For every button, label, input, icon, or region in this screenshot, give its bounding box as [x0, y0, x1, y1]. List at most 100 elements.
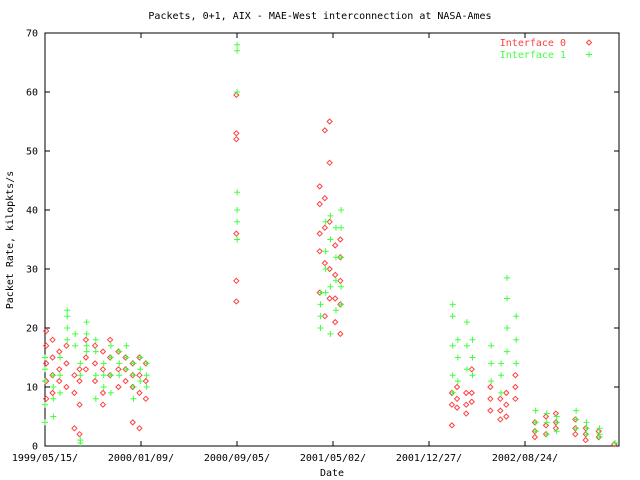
data-point-interface-1 — [83, 342, 90, 349]
data-point-interface-1 — [532, 428, 539, 435]
y-tick-label: 20 — [26, 324, 38, 335]
data-point-interface-1 — [130, 384, 137, 390]
data-point-interface-1 — [338, 224, 345, 231]
data-point-interface-1 — [317, 313, 324, 320]
data-point-interface-0 — [542, 422, 550, 429]
data-point-interface-1 — [137, 378, 144, 385]
x-axis: 1999/05/15/2000/01/09/2000/09/05/2001/05… — [12, 33, 558, 464]
data-point-interface-1 — [137, 354, 144, 361]
data-point-interface-0 — [49, 371, 56, 379]
data-point-interface-0 — [63, 383, 70, 391]
data-point-interface-0 — [129, 371, 136, 379]
data-point-interface-1 — [543, 410, 550, 417]
data-point-interface-1 — [573, 407, 580, 414]
data-point-interface-0 — [71, 425, 78, 432]
data-point-interface-1 — [327, 330, 334, 337]
data-point-interface-1 — [498, 389, 505, 396]
series-0 — [42, 91, 618, 448]
data-point-interface-1 — [583, 419, 590, 426]
data-point-interface-1 — [77, 440, 84, 447]
data-point-interface-0 — [468, 389, 475, 397]
data-point-interface-1 — [234, 189, 241, 196]
data-point-interface-0 — [115, 383, 122, 391]
data-point-interface-1 — [107, 342, 114, 349]
data-point-interface-0 — [233, 277, 240, 285]
data-point-interface-0 — [503, 389, 510, 397]
data-point-interface-1 — [322, 218, 329, 225]
data-point-interface-0 — [316, 248, 323, 255]
data-point-interface-1 — [42, 419, 48, 426]
data-point-interface-0 — [326, 265, 333, 273]
data-point-interface-1 — [583, 431, 590, 438]
data-point-interface-0 — [71, 371, 78, 379]
data-point-interface-1 — [143, 360, 150, 367]
data-point-interface-1 — [64, 336, 71, 343]
data-point-interface-0 — [49, 389, 56, 397]
data-point-interface-1 — [504, 274, 511, 281]
data-point-interface-0 — [91, 377, 99, 385]
data-point-interface-0 — [63, 342, 70, 349]
data-point-interface-1 — [553, 419, 560, 426]
data-point-interface-1 — [92, 348, 99, 355]
data-point-interface-0 — [233, 91, 240, 99]
data-point-interface-0 — [233, 135, 240, 143]
legend-marker-interface-1 — [586, 51, 592, 58]
data-point-interface-0 — [136, 354, 143, 361]
data-point-interface-1 — [498, 372, 505, 379]
y-tick-label: 30 — [26, 265, 38, 276]
data-point-interface-0 — [326, 218, 333, 226]
data-point-interface-0 — [462, 389, 470, 397]
data-point-interface-0 — [503, 401, 510, 408]
data-point-interface-1 — [92, 372, 99, 379]
y-tick-label: 40 — [26, 206, 38, 217]
data-point-interface-0 — [448, 389, 456, 397]
data-point-interface-1 — [50, 395, 57, 402]
data-point-interface-0 — [321, 127, 329, 134]
data-point-interface-1 — [116, 348, 123, 355]
data-point-interface-1 — [338, 301, 345, 308]
data-point-interface-0 — [82, 336, 90, 344]
data-point-interface-0 — [321, 194, 329, 202]
data-point-interface-1 — [107, 372, 114, 379]
data-point-interface-1 — [573, 425, 580, 432]
data-point-interface-1 — [338, 254, 345, 261]
data-point-interface-0 — [531, 433, 539, 441]
data-point-interface-1 — [50, 384, 57, 390]
data-point-interface-1 — [612, 440, 619, 447]
data-point-interface-0 — [42, 395, 50, 403]
data-point-interface-1 — [327, 236, 334, 243]
data-point-interface-1 — [234, 89, 241, 95]
data-point-interface-0 — [136, 371, 143, 379]
data-point-interface-1 — [57, 354, 64, 361]
data-point-interface-1 — [143, 372, 150, 379]
data-point-interface-0 — [129, 360, 136, 367]
x-tick-label: 2000/09/05/ — [204, 453, 270, 464]
data-point-interface-0 — [115, 348, 122, 355]
data-point-interface-1 — [57, 372, 64, 379]
data-point-interface-1 — [100, 372, 107, 379]
data-point-interface-0 — [542, 430, 550, 438]
data-point-interface-1 — [234, 41, 241, 48]
data-point-interface-1 — [143, 384, 150, 390]
data-point-interface-0 — [106, 371, 114, 379]
data-point-interface-0 — [462, 410, 470, 417]
data-point-interface-1 — [469, 354, 476, 361]
data-point-interface-1 — [513, 336, 520, 343]
data-point-interface-1 — [130, 395, 137, 402]
data-point-interface-1 — [504, 295, 511, 302]
data-point-interface-0 — [142, 377, 150, 385]
data-point-interface-0 — [512, 383, 519, 391]
data-point-interface-1 — [532, 407, 539, 414]
data-point-interface-0 — [337, 330, 344, 338]
series-points — [42, 41, 619, 448]
y-tick-label: 50 — [26, 147, 38, 158]
data-point-interface-1 — [92, 395, 99, 402]
data-point-interface-1 — [64, 313, 71, 320]
data-point-interface-0 — [326, 118, 333, 125]
data-point-interface-1 — [123, 366, 130, 373]
data-point-interface-1 — [116, 372, 123, 379]
x-tick-label: 2002/08/24/ — [492, 453, 558, 464]
data-point-interface-0 — [326, 295, 333, 302]
data-point-interface-1 — [130, 372, 137, 379]
data-point-interface-1 — [77, 360, 84, 367]
